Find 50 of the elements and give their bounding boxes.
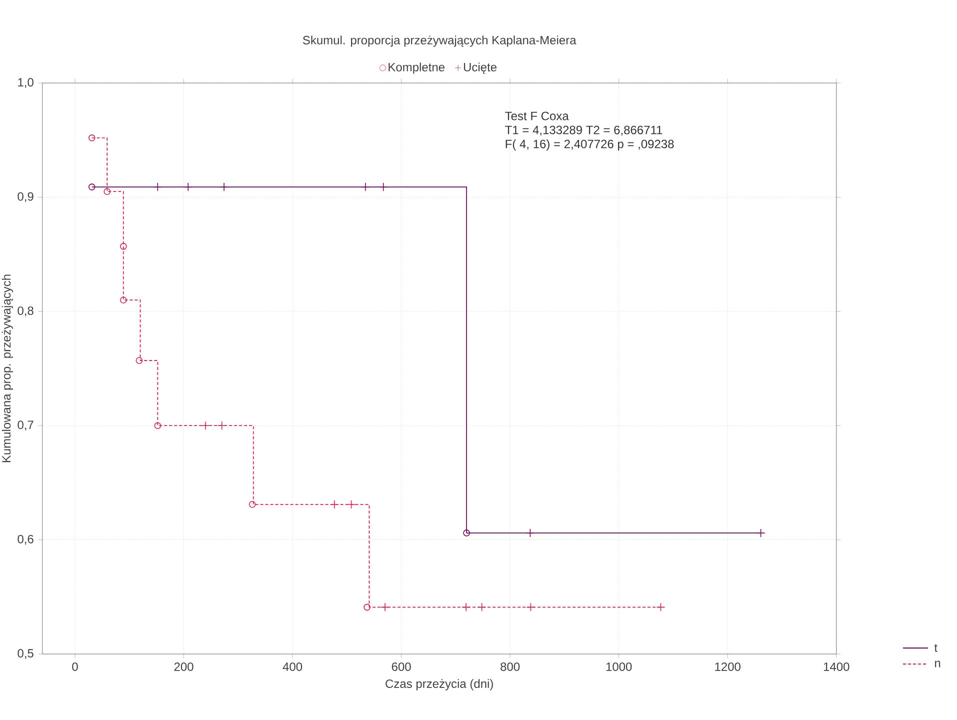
x-tick-label: 1000	[606, 662, 632, 671]
point	[217, 421, 226, 430]
point	[756, 528, 766, 538]
point	[378, 182, 388, 192]
x-tick-label: 1400	[824, 662, 850, 671]
point	[120, 296, 127, 304]
point	[361, 182, 370, 192]
point	[364, 604, 370, 611]
legend-label: Kompletne	[388, 62, 445, 74]
point	[462, 602, 470, 612]
point	[526, 528, 535, 538]
point	[88, 184, 96, 190]
point	[463, 530, 470, 536]
x-tick-label: 1200	[715, 662, 740, 671]
annotation: T1 = 4,133289 T2 = 6,866711	[505, 126, 662, 136]
x-tick-label: 200	[174, 662, 194, 671]
chart-title: Skumul. proporcja przeżywających Kaplana-Meiera	[302, 36, 576, 47]
legend-label: Ucięte	[464, 62, 497, 74]
y-tick-label: 1,0	[18, 78, 34, 88]
legend-label: t	[934, 644, 938, 652]
x-tick-label: 600	[392, 662, 411, 671]
point	[201, 421, 210, 430]
point	[120, 242, 127, 250]
x-tick-label: 400	[282, 662, 302, 671]
point	[154, 422, 162, 429]
y-tick-label: 0,8	[18, 306, 34, 316]
point	[220, 182, 228, 192]
legend-label: n	[935, 660, 940, 668]
annotation: Test F Coxa	[505, 112, 569, 120]
point	[346, 500, 356, 509]
y-tick-label: 0,9	[18, 192, 34, 202]
point	[526, 602, 536, 612]
point	[330, 500, 339, 509]
y-axis-title: Kumulowana prop. przeżywających	[2, 274, 14, 462]
x-axis-title: Czas przeżycia (dni)	[386, 679, 493, 690]
point	[88, 134, 96, 142]
y-tick-label: 0,7	[18, 420, 34, 431]
x-tick-label: 800	[500, 662, 520, 671]
point	[477, 602, 486, 612]
point	[248, 500, 256, 508]
point	[136, 357, 143, 364]
y-tick-label: 0,5	[18, 649, 34, 659]
point	[656, 602, 666, 612]
point	[380, 602, 390, 612]
point	[153, 182, 162, 192]
point	[184, 182, 193, 192]
y-tick-label: 0,6	[18, 534, 34, 545]
point	[104, 188, 110, 195]
annotation: F( 4, 16) = 2,407726 p = ,09238	[506, 139, 674, 151]
x-tick-label: 0	[72, 662, 78, 671]
